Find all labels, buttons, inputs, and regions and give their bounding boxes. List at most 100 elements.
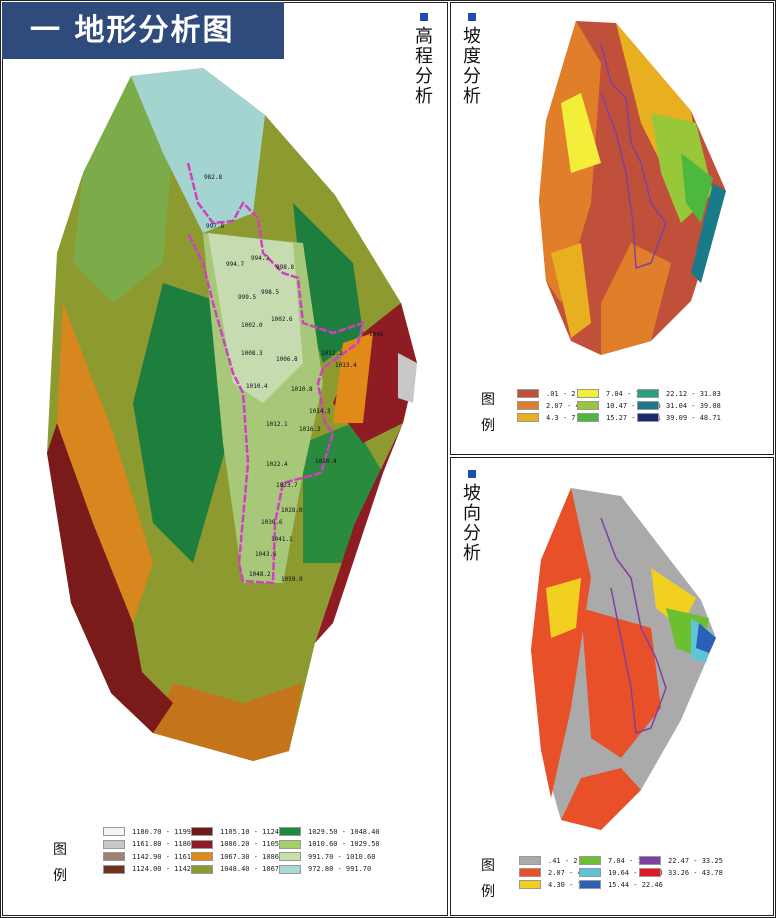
- legend-swatch: [577, 401, 599, 410]
- spot-height-label: 1002.6: [271, 316, 293, 323]
- legend-item: 1048.40 - 1067.30: [191, 864, 292, 874]
- legend-swatch: [579, 868, 601, 877]
- spot-height-label: 1041.1: [271, 536, 293, 543]
- legend-item: 1142.90 - 1161.80: [103, 852, 204, 861]
- spot-height-label: 994.7: [226, 261, 244, 268]
- slope-zone-yellow-sw: [551, 243, 591, 338]
- legend-swatch: [279, 839, 301, 849]
- spot-height-label: 1022.4: [266, 461, 288, 468]
- aspect-site-boundary: [600, 517, 667, 735]
- elevation-zone-darkgreen-mid: [133, 283, 233, 563]
- slope-site-boundary: [600, 42, 667, 270]
- legend-swatch: [639, 856, 661, 865]
- legend-label: 33.26 - 43.78: [668, 868, 723, 877]
- spot-height-label: 1010.4: [246, 383, 268, 390]
- elevation-zone-green-se: [303, 423, 383, 563]
- legend-item: 1029.50 - 1048.40: [279, 827, 380, 836]
- elevation-zone-orange-west: [57, 303, 153, 623]
- legend-swatch: [103, 839, 125, 849]
- legend-item: 31.04 - 39.08: [637, 401, 721, 410]
- legend-label: 1010.60 - 1029.50: [308, 840, 380, 848]
- aspect-legend-title: 图例: [481, 858, 495, 900]
- legend-swatch: [517, 389, 539, 398]
- aspect-zone-yellow: [546, 578, 581, 638]
- legend-swatch: [637, 389, 659, 398]
- spot-height-label: 1014.3: [309, 408, 331, 415]
- legend-swatch: [517, 401, 539, 410]
- legend-item: .01 - 2.06: [517, 389, 588, 398]
- elevation-heading: 高程分析: [413, 13, 435, 107]
- legend-swatch: [639, 868, 661, 877]
- legend-swatch: [579, 880, 601, 889]
- legend-item: 972.80 - 991.70: [279, 864, 371, 874]
- slope-zone-green: [681, 153, 713, 223]
- elevation-zone-red-west: [47, 423, 153, 733]
- legend-swatch: [637, 413, 659, 422]
- spot-height-labels: 982.8 997.8 994.7 994.3 998.8 998.5 999.5 1002.…: [204, 174, 384, 583]
- legend-label: 1048.40 - 1067.30: [220, 865, 292, 873]
- legend-swatch: [577, 389, 599, 398]
- legend-swatch: [103, 864, 125, 874]
- legend-swatch: [519, 868, 541, 877]
- legend-item: 33.26 - 43.78: [639, 868, 723, 877]
- legend-item: 22.47 - 33.25: [639, 856, 723, 865]
- legend-label: 39.09 - 48.71: [666, 413, 721, 422]
- aspect-heading-text: 坡向分析: [463, 483, 481, 564]
- legend-swatch: [191, 827, 213, 836]
- legend-swatch: [579, 856, 601, 865]
- page-title: 一 地形分析图: [2, 2, 284, 59]
- slope-map: [539, 21, 726, 355]
- legend-item: 10.64 - 15.43: [579, 868, 663, 877]
- elevation-zone-green-west: [73, 76, 173, 303]
- elevation-zone-grey-peak: [398, 353, 417, 403]
- legend-item: 4.3 - 7.03: [517, 413, 588, 422]
- legend-label: 22.47 - 33.25: [668, 856, 723, 865]
- aspect-zone-red-south: [561, 768, 641, 830]
- legend-item: 1067.30 - 1086.20: [191, 852, 292, 861]
- spot-height-label: 1028.0: [281, 507, 303, 514]
- aspect-panel: 坡向分析 图例 .41 - 2.06 2.07 - 4.29 4.30 - 7.03…: [450, 457, 774, 916]
- legend-label: 2.07 - 4.29: [546, 401, 593, 410]
- elevation-panel: 982.8 997.8 994.7 994.3 998.8 998.5 999.5 1002.…: [2, 2, 448, 916]
- spot-height-label: 1046: [369, 331, 384, 338]
- legend-item: .41 - 2.06: [519, 856, 590, 865]
- spot-height-label: 1006.8: [276, 356, 298, 363]
- legend-label: 15.44 - 22.46: [608, 880, 663, 889]
- aspect-heading: 坡向分析: [461, 470, 483, 564]
- legend-label: 1086.20 - 1105.10: [220, 840, 292, 848]
- spot-height-label: 1008.3: [241, 350, 263, 357]
- slope-heading-text: 坡度分析: [463, 26, 481, 107]
- spot-height-label: 1012.2: [321, 350, 343, 357]
- legend-swatch: [637, 401, 659, 410]
- legend-swatch: [577, 413, 599, 422]
- elevation-zone-red-se: [315, 423, 403, 643]
- legend-item: 2.07 - 4.29: [517, 401, 592, 410]
- spot-height-label: 1012.1: [266, 421, 288, 428]
- slope-zone-yellow-mid: [561, 93, 601, 173]
- legend-label: .01 - 2.06: [546, 389, 589, 398]
- legend-item: 1086.20 - 1105.10: [191, 839, 292, 849]
- site-boundary: [186, 162, 365, 585]
- legend-swatch: [519, 880, 541, 889]
- legend-label: 10.64 - 15.43: [608, 868, 663, 877]
- legend-swatch: [191, 839, 213, 849]
- legend-item: 15.44 - 22.46: [579, 880, 663, 889]
- spot-height-label: 982.8: [204, 174, 222, 181]
- spot-height-label: 994.3: [251, 255, 269, 262]
- spot-height-label: 997.8: [206, 223, 224, 230]
- elevation-zone-orange-east: [333, 333, 373, 423]
- spot-height-label: 1023.7: [276, 482, 298, 489]
- elevation-zone-pale-green: [208, 233, 303, 403]
- legend-swatch: [279, 827, 301, 836]
- slope-zone-teal: [691, 183, 726, 283]
- spot-height-label: 1013.4: [335, 362, 357, 369]
- spot-height-label: 1030.6: [261, 519, 283, 526]
- heading-marker-icon: [420, 13, 428, 21]
- spot-height-label: 1020.4: [315, 458, 337, 465]
- legend-item: 10.47 - 15.26: [577, 401, 661, 410]
- spot-height-label: 998.8: [276, 264, 294, 271]
- legend-swatch: [191, 864, 213, 874]
- legend-label: 1142.90 - 1161.80: [132, 852, 204, 861]
- legend-swatch: [279, 864, 301, 874]
- legend-item: 7.04 - 10.46: [577, 389, 657, 398]
